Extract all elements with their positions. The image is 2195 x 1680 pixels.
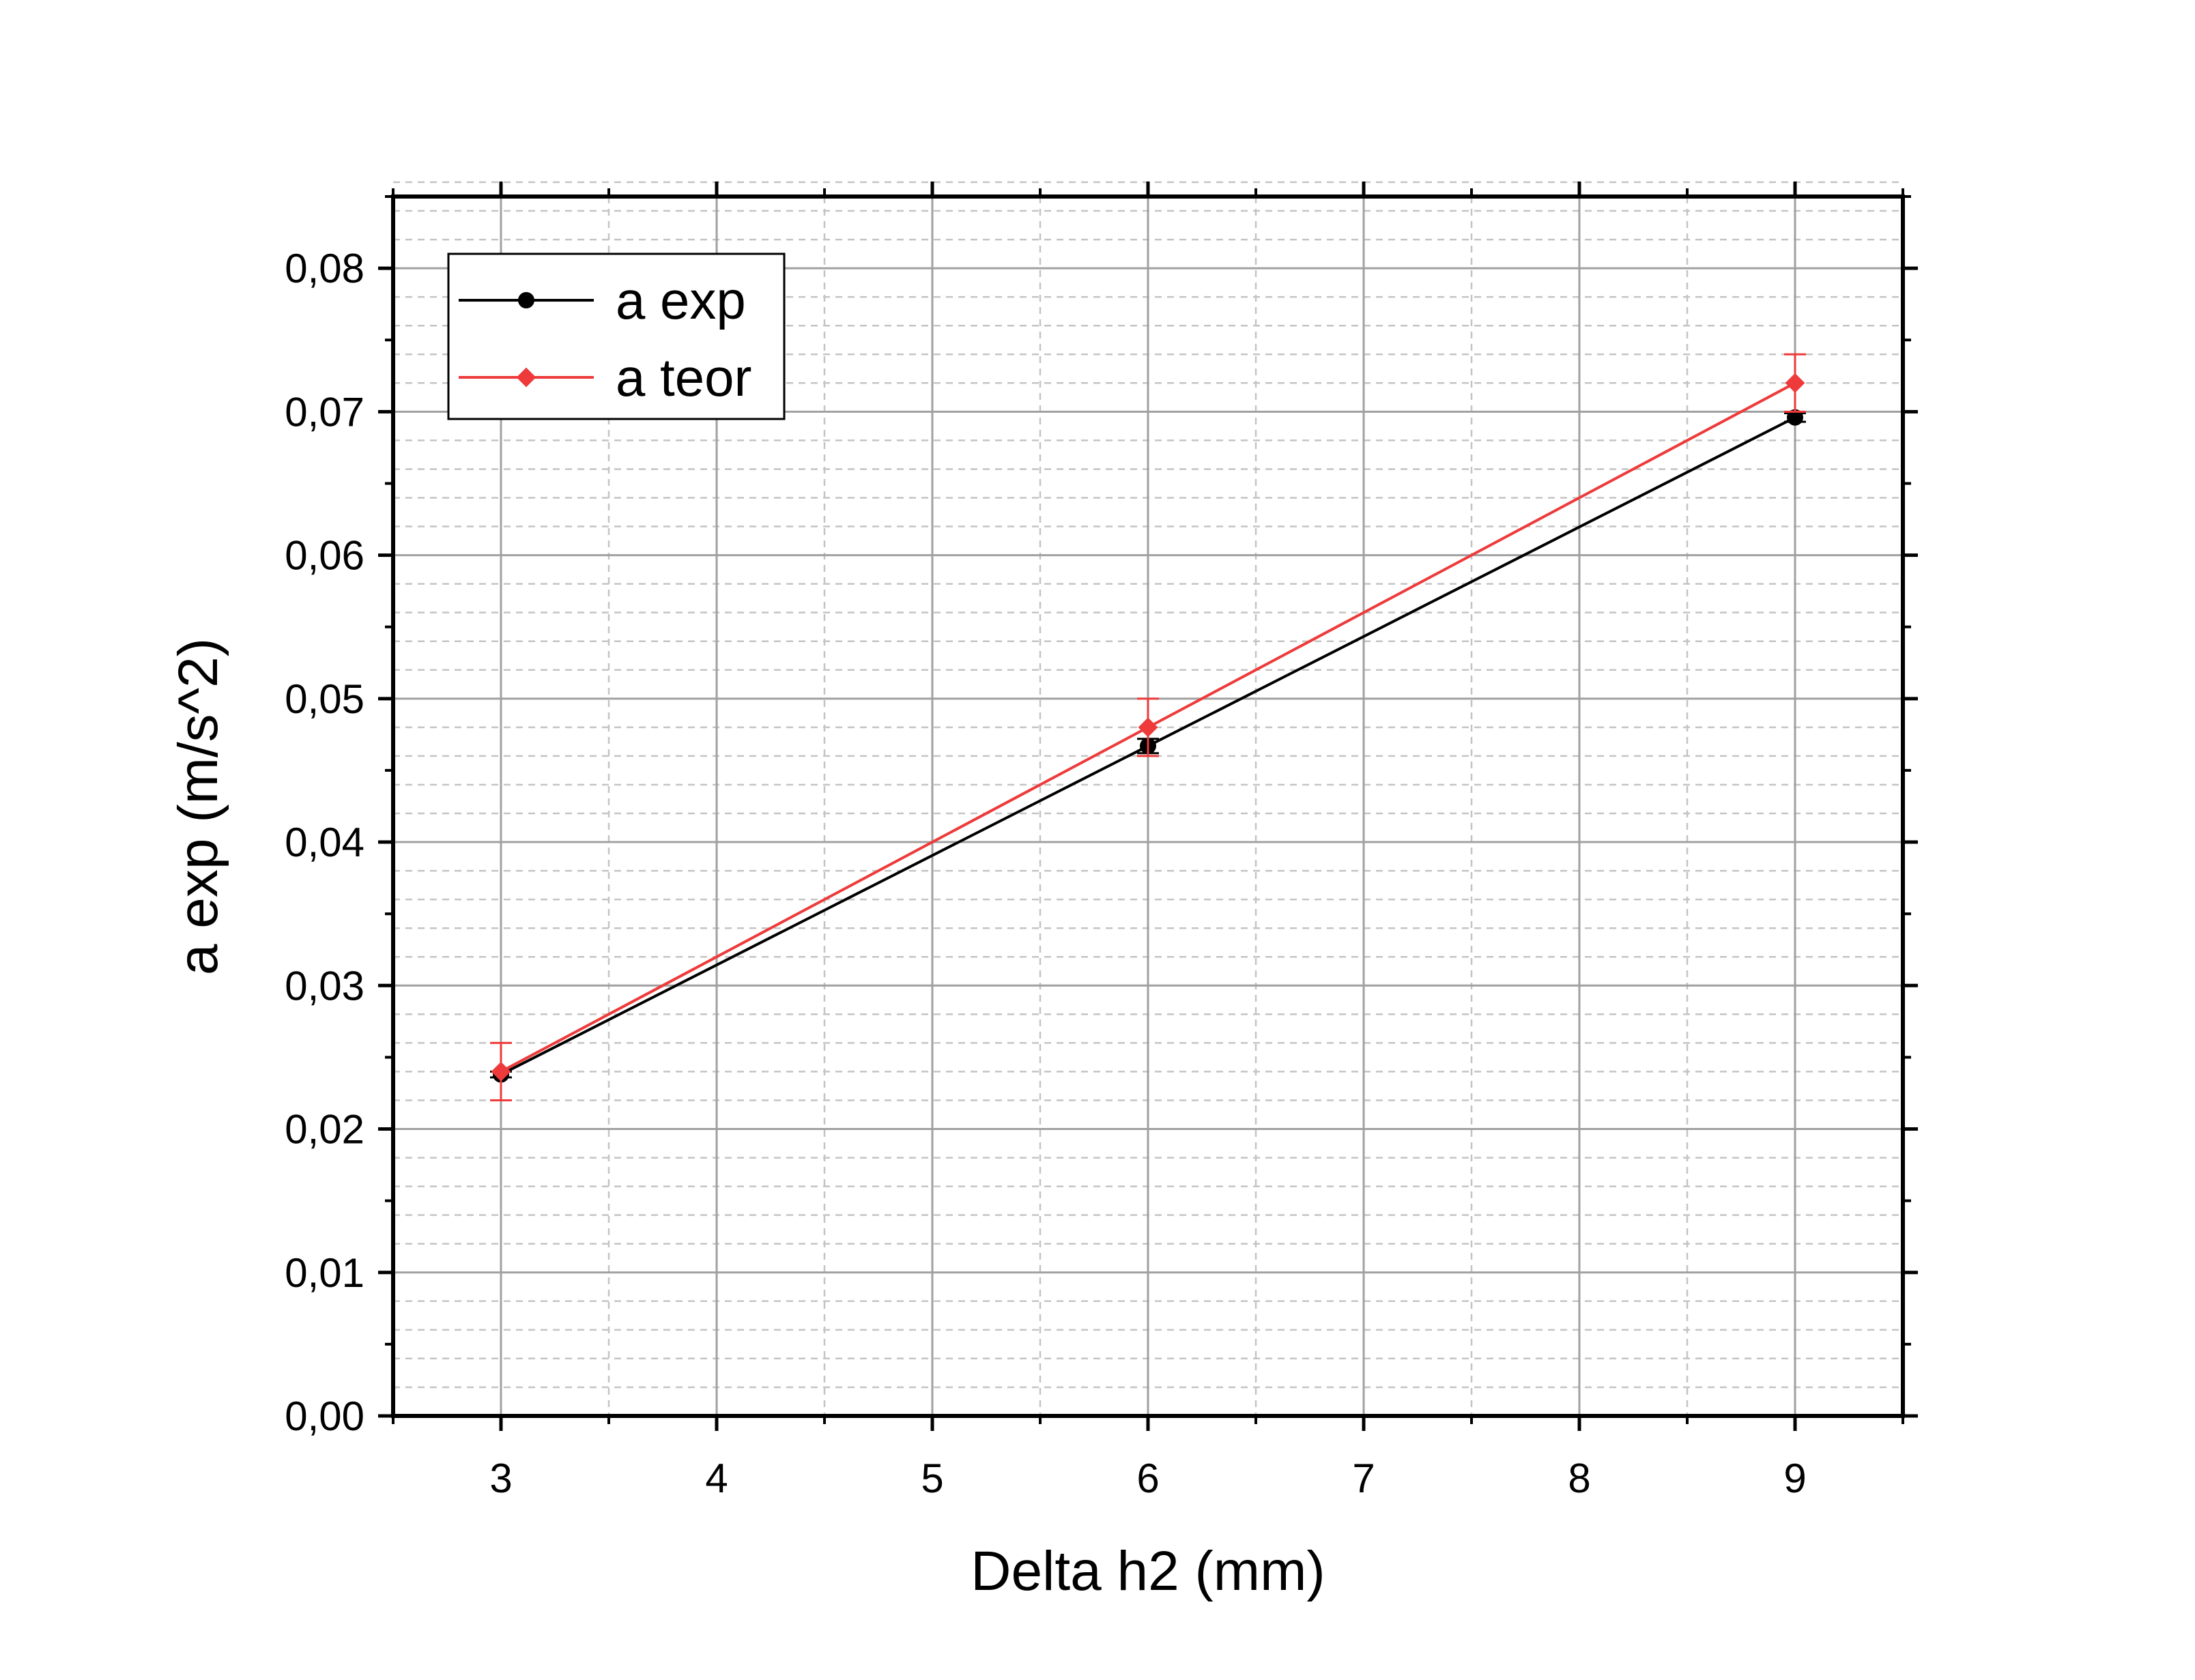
y-tick-label: 0,06 <box>285 533 364 579</box>
axis-ticks <box>378 182 1918 1431</box>
y-tick-label: 0,07 <box>285 389 364 435</box>
x-axis-title: Delta h2 (mm) <box>971 1540 1325 1602</box>
series-layer <box>490 353 1806 1101</box>
x-tick-label: 8 <box>1568 1455 1590 1501</box>
tick-labels: 3 4 5 6 7 8 9 0,00 0,01 0,02 0,03 0,04 0,05 0,06 0,07 0… <box>285 246 1806 1501</box>
y-tick-label: 0,02 <box>285 1107 364 1153</box>
data-point <box>491 1062 511 1082</box>
data-point <box>1138 717 1158 738</box>
legend: a exp a teor <box>447 252 786 420</box>
y-tick-label: 0,01 <box>285 1250 364 1296</box>
legend-item-a-exp: a exp <box>459 270 746 330</box>
data-point <box>1785 373 1805 393</box>
legend-label: a teor <box>616 347 751 407</box>
legend-item-a-teor: a teor <box>459 347 751 407</box>
data-point <box>518 292 534 308</box>
y-tick-label: 0,08 <box>285 246 364 291</box>
data-point <box>516 367 536 388</box>
series-a-teor <box>490 353 1806 1101</box>
x-tick-label: 4 <box>705 1455 728 1501</box>
x-tick-label: 3 <box>489 1455 512 1501</box>
y-axis-title: a exp (m/s^2) <box>167 638 229 975</box>
y-tick-label: 0,03 <box>285 963 364 1009</box>
legend-label: a exp <box>616 270 746 330</box>
y-tick-label: 0,04 <box>285 820 364 865</box>
y-tick-label: 0,05 <box>285 676 364 722</box>
x-tick-label: 6 <box>1136 1455 1159 1501</box>
y-tick-label: 0,00 <box>285 1393 364 1439</box>
x-tick-label: 7 <box>1352 1455 1375 1501</box>
x-tick-label: 5 <box>921 1455 943 1501</box>
x-tick-label: 9 <box>1783 1455 1806 1501</box>
data-point <box>1787 409 1803 426</box>
legend-box <box>447 252 786 420</box>
